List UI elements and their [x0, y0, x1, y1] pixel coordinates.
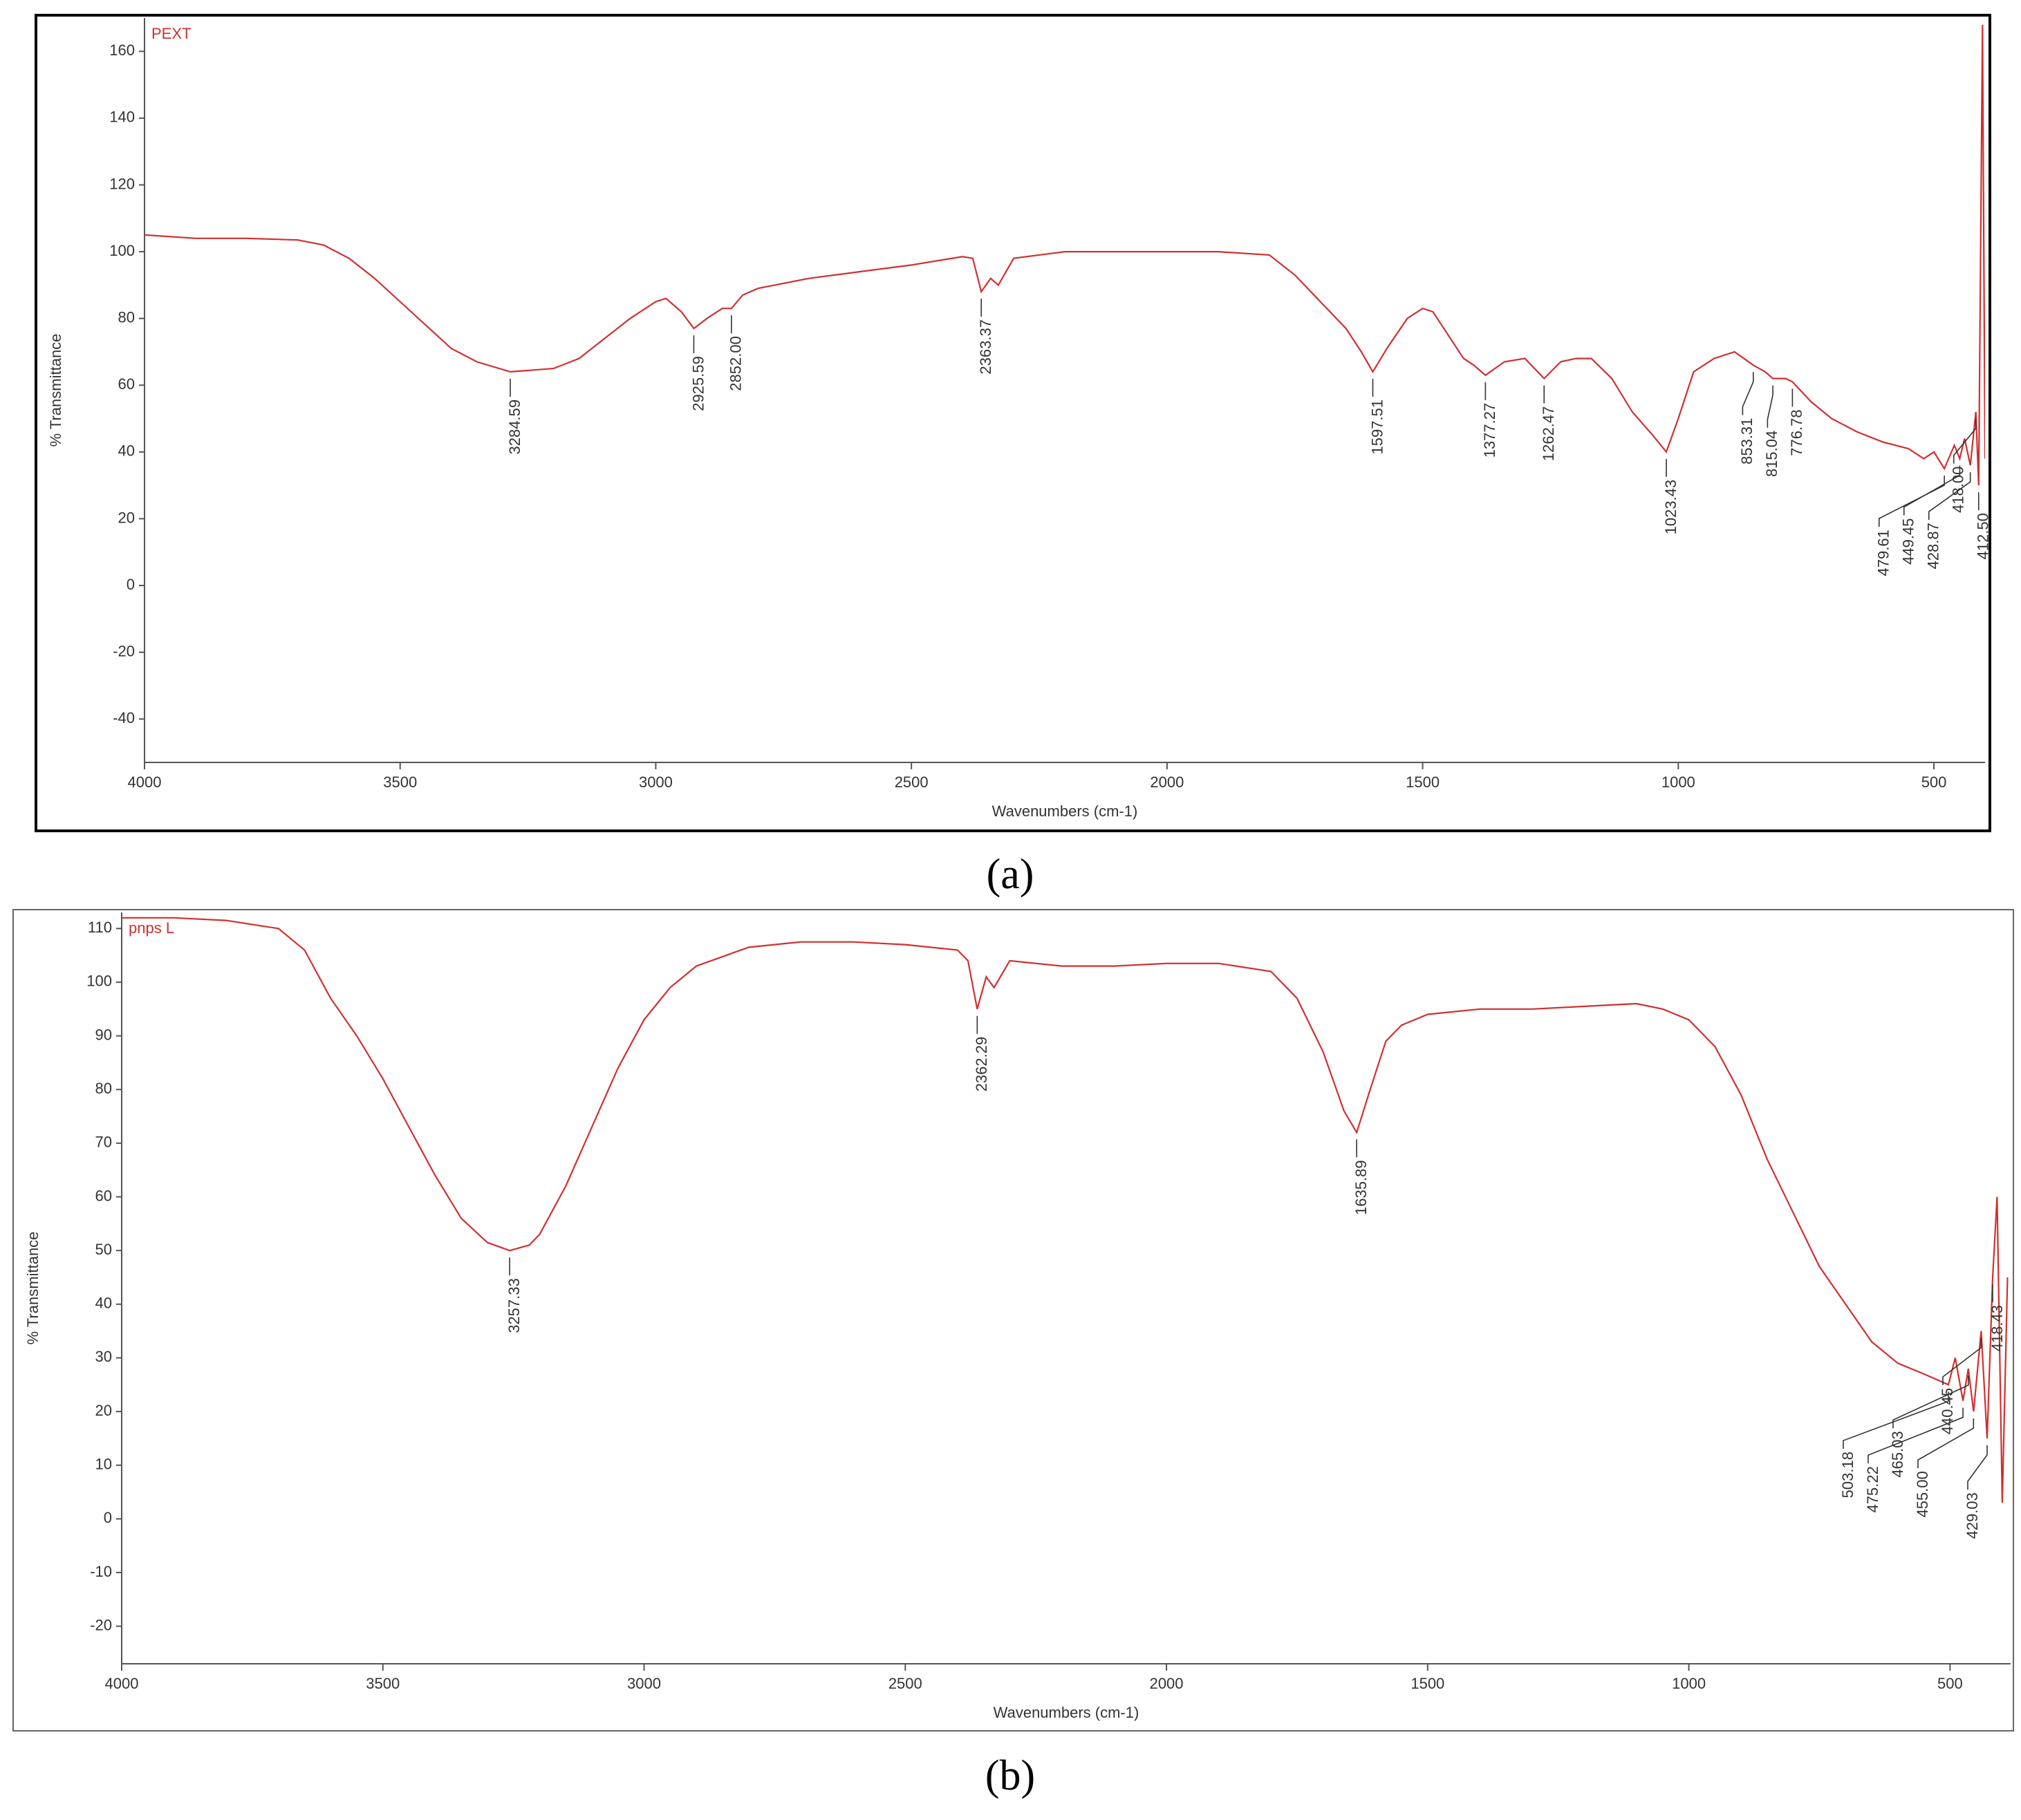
peak-label: 503.18: [1839, 1452, 1856, 1498]
x-tick-label: 2000: [1150, 773, 1184, 791]
x-tick-label: 4000: [128, 773, 162, 791]
y-tick-label: -20: [90, 1616, 112, 1633]
peak-label: 1635.89: [1352, 1160, 1370, 1215]
y-tick-label: 60: [95, 1187, 112, 1204]
y-tick-label: 80: [95, 1080, 112, 1097]
x-axis-label: Wavenumbers (cm-1): [992, 803, 1138, 820]
x-tick-label: 2500: [888, 1675, 922, 1692]
peak-label: 479.61: [1875, 529, 1892, 576]
x-tick-label: 1500: [1410, 1675, 1444, 1692]
series-label: pnps L: [129, 919, 174, 937]
y-tick-label: 30: [95, 1348, 112, 1365]
peak-label: 815.04: [1763, 431, 1780, 477]
peak-label: 455.00: [1914, 1471, 1931, 1517]
x-tick-label: 3500: [366, 1675, 400, 1692]
y-tick-label: 140: [109, 109, 135, 126]
peak-leader: [1892, 1375, 1969, 1429]
peak-label: 776.78: [1788, 409, 1805, 456]
x-tick-label: 500: [1921, 773, 1947, 791]
y-tick-label: 100: [86, 973, 112, 990]
peak-label: 412.50: [1975, 513, 1992, 559]
x-tick-label: 3000: [639, 773, 673, 791]
y-tick-label: 80: [118, 308, 135, 326]
spectrum-line: [145, 24, 1985, 486]
y-axis-label: % Transmittance: [47, 334, 64, 447]
peak-leader: [1917, 1418, 1975, 1469]
peak-label: 2362.29: [973, 1037, 990, 1092]
peak-label: 1023.43: [1662, 480, 1679, 535]
peak-leader: [1843, 1391, 1949, 1450]
peak-label: 1262.47: [1540, 406, 1557, 462]
x-tick-label: 1500: [1406, 773, 1440, 791]
peak-leader: [1942, 1338, 1982, 1385]
peak-label: 853.31: [1738, 418, 1755, 465]
series-label: PEXT: [151, 25, 191, 42]
panel-frame: [12, 909, 2014, 1732]
y-tick-label: -40: [113, 709, 135, 726]
y-tick-label: 160: [109, 41, 135, 59]
peak-label: 440.45: [1939, 1388, 1956, 1434]
y-tick-label: 90: [95, 1026, 112, 1043]
y-tick-label: 110: [88, 919, 112, 936]
y-tick-label: 40: [118, 442, 135, 460]
peak-leader: [1742, 372, 1754, 415]
panel-caption: (a): [987, 851, 1034, 898]
y-tick-label: 0: [104, 1509, 112, 1526]
x-tick-label: 2000: [1150, 1675, 1184, 1692]
y-tick-label: 0: [127, 576, 135, 593]
panel-caption: (b): [985, 1752, 1035, 1799]
peak-label: 2363.37: [977, 319, 994, 375]
peak-leader: [1868, 1407, 1964, 1464]
peak-label: 449.45: [1900, 518, 1917, 565]
spectrum-line: [122, 917, 2009, 1503]
x-tick-label: 4000: [105, 1675, 139, 1692]
x-tick-label: 1000: [1661, 773, 1695, 791]
y-tick-label: 20: [95, 1402, 112, 1419]
y-axis-label: % Transmittance: [24, 1232, 41, 1345]
y-tick-label: -10: [90, 1563, 112, 1580]
peak-label: 428.87: [1925, 523, 1942, 569]
peak-label: 429.03: [1964, 1492, 1981, 1539]
y-tick-label: 50: [95, 1241, 112, 1258]
x-tick-label: 3000: [627, 1675, 661, 1692]
y-tick-label: 40: [95, 1295, 112, 1312]
x-tick-label: 3500: [383, 773, 417, 791]
y-tick-label: 100: [109, 242, 135, 259]
peak-label: 2925.59: [689, 356, 707, 411]
peak-leader: [1953, 418, 1977, 464]
y-tick-label: 60: [118, 375, 135, 393]
peak-label: 3284.59: [506, 400, 523, 455]
peak-leader: [1967, 1445, 1988, 1490]
x-axis-label: Wavenumbers (cm-1): [994, 1704, 1139, 1721]
panel-frame: [35, 14, 1991, 832]
peak-label: 475.22: [1864, 1466, 1881, 1512]
y-tick-label: -20: [113, 642, 135, 659]
peak-leader: [1878, 475, 1945, 527]
peak-label: 418.00: [1950, 467, 1967, 513]
x-tick-label: 500: [1937, 1675, 1963, 1692]
peak-leader: [1928, 472, 1971, 520]
peak-label: 1377.27: [1481, 403, 1498, 458]
peak-label: 465.03: [1889, 1431, 1906, 1477]
peak-label: 3257.33: [505, 1278, 523, 1333]
x-tick-label: 2500: [895, 773, 929, 791]
y-tick-label: 20: [118, 509, 135, 526]
x-tick-label: 1000: [1672, 1675, 1706, 1692]
peak-label: 2852.00: [727, 336, 745, 391]
y-tick-label: 70: [95, 1134, 112, 1151]
y-tick-label: 120: [109, 175, 135, 192]
y-tick-label: 10: [95, 1456, 112, 1473]
peak-label: 418.43: [1989, 1305, 2006, 1351]
peak-leader: [1767, 385, 1773, 428]
peak-label: 1597.51: [1368, 400, 1386, 455]
